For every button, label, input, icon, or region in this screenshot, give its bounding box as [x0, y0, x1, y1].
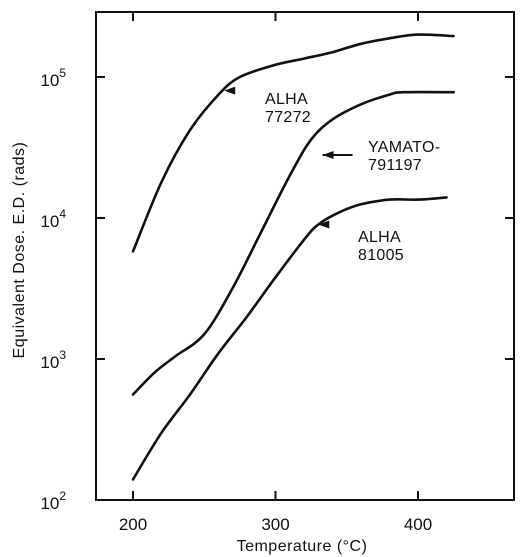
- label-alha-77272: ALHA 77272: [265, 91, 311, 126]
- pointer-arrow-head: [224, 86, 236, 95]
- curve-alha-81005: [131, 196, 448, 481]
- x-axis-title: Temperature (°C): [237, 538, 368, 555]
- ticks-layer: 200 300 400 102 103 104 105: [40, 12, 514, 534]
- curves-layer: [131, 33, 455, 481]
- y-tick-label: 103: [40, 348, 66, 372]
- y-tick-label: 102: [40, 489, 66, 513]
- label-alha-81005: ALHA 81005: [358, 229, 404, 264]
- x-tick-label: 300: [261, 515, 289, 534]
- curve-alha-77272: [131, 33, 455, 253]
- y-axis-title: Equivalent Dose. E.D. (rads): [11, 142, 28, 359]
- curve-yamato-791197: [131, 90, 455, 396]
- y-tick-label: 104: [40, 207, 66, 231]
- x-tick-label: 400: [404, 515, 432, 534]
- y-tick-label: 105: [40, 66, 66, 90]
- label-yamato-791197: YAMATO-791197: [368, 139, 440, 174]
- pointer-arrow-head: [322, 150, 334, 159]
- pointer-arrow-head: [318, 220, 330, 229]
- labels-layer: ALHA 77272 YAMATO-791197 ALHA 81005: [224, 86, 440, 264]
- plot-frame: [95, 11, 515, 501]
- x-tick-label: 200: [119, 515, 147, 534]
